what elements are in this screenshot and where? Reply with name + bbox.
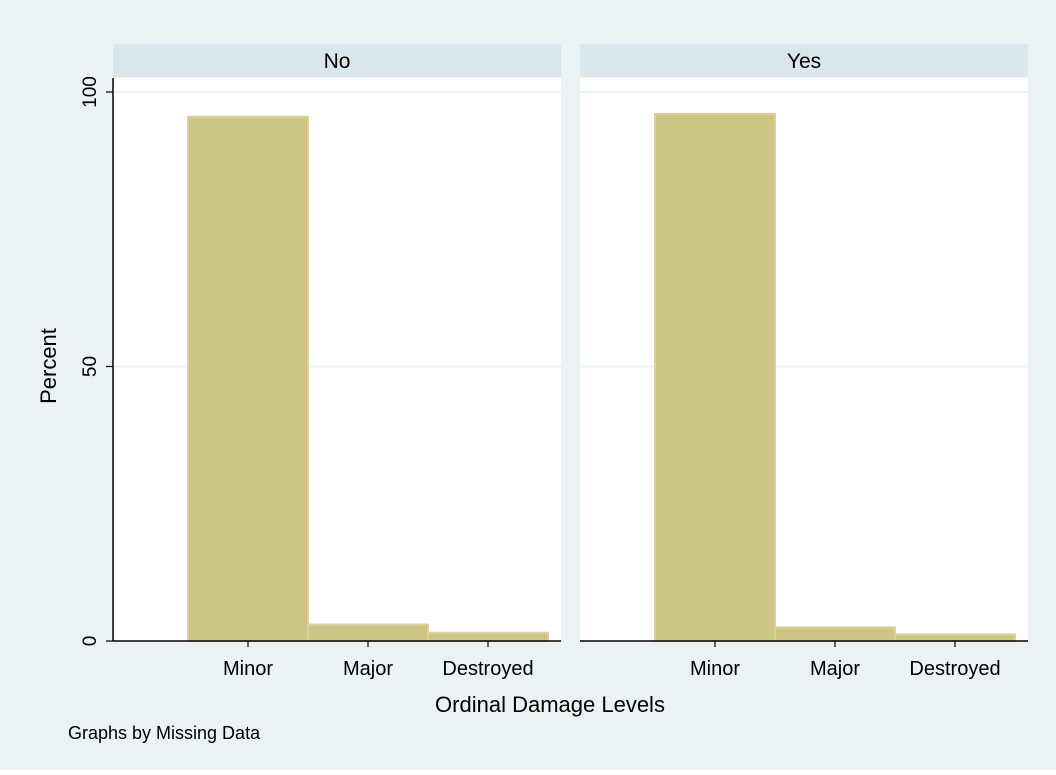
panel-yes: Yes Minor Major Destroyed [580, 44, 1028, 680]
bar-destroyed [427, 631, 549, 643]
graphs-by-note: Graphs by Missing Data [68, 723, 261, 743]
y-tick-label: 0 [80, 636, 101, 647]
panels-layer: No Minor Major Destroyed Yes Minor Major Destro… [113, 44, 1028, 680]
x-tick-label: Minor [690, 658, 740, 680]
x-tick-label: Major [343, 658, 393, 680]
panel-background [580, 78, 1028, 641]
y-axis-label: Percent [36, 328, 61, 404]
bar-major [774, 626, 896, 643]
bar-destroyed [894, 633, 1016, 642]
x-tick-label: Destroyed [442, 658, 533, 680]
panel-strip [580, 44, 1028, 77]
bar-major [307, 623, 429, 643]
panel-no: No Minor Major Destroyed [113, 44, 561, 680]
x-tick-label: Major [810, 658, 860, 680]
bar-minor [654, 112, 776, 642]
panel-strip-label: No [324, 50, 351, 73]
bar-minor [187, 115, 309, 642]
x-axis-label: Ordinal Damage Levels [435, 692, 665, 717]
y-axis: 0 50 100 [80, 76, 114, 647]
panel-strip [113, 44, 561, 77]
panel-strip-label: Yes [787, 50, 821, 73]
panel-background [113, 78, 561, 641]
y-tick-label: 50 [80, 356, 101, 377]
x-tick-label: Destroyed [909, 658, 1000, 680]
y-tick-label: 100 [80, 76, 101, 108]
x-tick-label: Minor [223, 658, 273, 680]
